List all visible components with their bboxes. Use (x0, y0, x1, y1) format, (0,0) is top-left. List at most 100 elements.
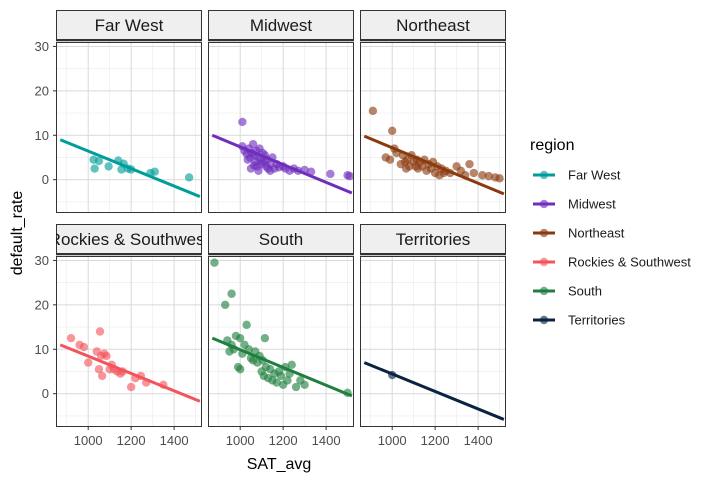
facet-rockies-southwest: Rockies & Southwest 0 10 20 30 1000 1200 1400 (35, 224, 202, 448)
y-tick-label: 10 (35, 128, 49, 143)
facet-territories: Territories 1000 1200 1400 (360, 224, 506, 448)
y-axis-title: default_rate (9, 191, 26, 276)
facet-strip-label: Far West (95, 16, 164, 35)
data-point (184, 173, 194, 182)
x-tick-label: 1000 (74, 433, 103, 448)
panel-border (208, 256, 354, 427)
data-point (484, 171, 494, 181)
y-tick-label: 30 (35, 39, 49, 54)
panel-border (360, 42, 506, 213)
x-tick-label: 1000 (378, 433, 407, 448)
data-point (79, 342, 89, 352)
data-point (469, 168, 478, 178)
data-point (291, 382, 301, 392)
data-points (210, 258, 352, 397)
plot-background (56, 42, 202, 213)
y-tick-label: 0 (42, 172, 49, 187)
data-point (465, 159, 474, 169)
data-point (95, 327, 105, 336)
data-point (287, 360, 296, 370)
panel-border (360, 256, 506, 427)
facet-panels: Far West 0 10 20 30 Midwest Northeast Rockies &… (35, 10, 506, 448)
data-point (283, 376, 292, 385)
y-tick-label: 0 (42, 386, 49, 401)
regression-line (363, 361, 505, 421)
regression-line (211, 336, 353, 398)
data-point (236, 365, 245, 374)
panel-border (208, 42, 354, 213)
x-axis-title: SAT_avg (247, 456, 312, 473)
strip-background (360, 224, 506, 254)
legend-key-point (539, 170, 549, 180)
data-point (90, 164, 99, 173)
data-point (102, 351, 111, 361)
data-point (242, 320, 251, 330)
strip-background (360, 10, 506, 40)
facet-south: South 1000 1200 1400 (208, 224, 354, 448)
regression-line (59, 138, 201, 198)
legend-item-south: South (533, 284, 602, 299)
data-point (495, 174, 504, 183)
panel-border (56, 42, 202, 213)
legend-item-far-west: Far West (533, 168, 621, 183)
x-tick-label: 1000 (226, 433, 255, 448)
data-point (248, 139, 258, 149)
data-point (388, 126, 397, 136)
x-tick-label: 1200 (421, 433, 450, 448)
y-tick-label: 30 (35, 253, 49, 268)
data-point (94, 156, 104, 166)
data-point (97, 371, 107, 381)
legend-label: Territories (568, 313, 626, 328)
legend-label: Rockies & Southwest (568, 255, 691, 270)
legend-item-northeast: Northeast (533, 226, 625, 241)
y-tick-label: 20 (35, 83, 49, 98)
data-point (238, 117, 247, 127)
legend-label: Far West (568, 168, 621, 183)
strip-background (56, 10, 202, 40)
data-point (368, 106, 378, 116)
facet-strip-label: Northeast (396, 16, 470, 35)
legend-label: South (568, 284, 602, 299)
data-point (94, 365, 104, 374)
data-point (150, 167, 159, 176)
data-point (272, 378, 281, 387)
facet-strip-label: South (259, 230, 303, 249)
data-point (276, 371, 286, 381)
y-tick-label: 10 (35, 342, 49, 357)
strip-background (56, 224, 202, 254)
x-tick-label: 1200 (269, 433, 298, 448)
legend-item-territories: Territories (533, 313, 626, 328)
data-point (249, 161, 259, 170)
regression-line (363, 134, 505, 196)
plot-background (208, 42, 354, 213)
data-point (220, 300, 230, 310)
data-points (368, 106, 504, 183)
data-point (385, 155, 395, 164)
legend: region Far West Midwest Northeast Rockies &… (530, 137, 691, 328)
data-point (66, 333, 76, 343)
legend-key-point (539, 315, 549, 325)
legend-item-midwest: Midwest (533, 197, 616, 212)
panel-border (56, 256, 202, 427)
x-tick-label: 1200 (117, 433, 146, 448)
data-point (210, 258, 219, 267)
data-point (236, 333, 245, 343)
data-point (126, 382, 136, 392)
legend-key-point (539, 199, 549, 209)
data-point (227, 289, 236, 298)
regression-line (211, 133, 353, 195)
legend-key-point (539, 286, 549, 296)
facet-midwest: Midwest (208, 10, 354, 213)
facet-northeast: Northeast (360, 10, 506, 213)
data-point (266, 166, 275, 176)
legend-label: Northeast (568, 226, 625, 241)
legend-item-rockies-southwest: Rockies & Southwest (533, 255, 691, 270)
legend-key-point (539, 228, 549, 238)
legend-key-point (539, 257, 549, 267)
facet-far-west: Far West 0 10 20 30 (35, 10, 202, 213)
x-tick-label: 1400 (160, 433, 189, 448)
facet-strip-label: Territories (396, 230, 471, 249)
strip-background (208, 224, 354, 254)
legend-label: Midwest (568, 197, 616, 212)
